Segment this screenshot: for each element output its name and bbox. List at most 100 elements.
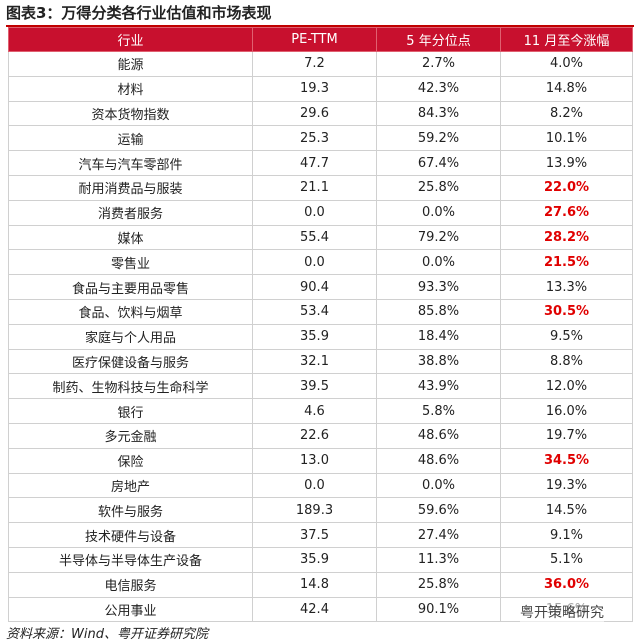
table-row: 零售业 0.0 0.0% 21.5% [8,249,633,276]
cell: 22.0% [500,174,633,201]
cell: 5.8% [376,398,501,424]
table-row: 食品与主要用品零售 90.4 93.3% 13.3% [8,274,633,300]
cell: 19.3% [500,472,633,499]
cell: 0.0% [376,249,501,276]
cell: 16.0% [500,398,633,424]
cell: 媒体 [8,224,253,251]
cell: 93.3% [376,274,501,300]
cell: 9.5% [500,323,633,350]
cell: 27.6% [500,199,633,226]
cell: 14.8 [252,571,377,598]
cell: 48.6% [376,447,501,474]
cell: 25.8% [376,174,501,201]
cell: 21.1 [252,174,377,201]
cell: 食品、饮料与烟草 [8,298,253,325]
cell: 家庭与个人用品 [8,323,253,350]
cell: 90.4 [252,274,377,300]
cell: 14.5% [500,497,633,524]
cell: 消费者服务 [8,199,253,226]
table-row: 制药、生物科技与生命科学 39.5 43.9% 12.0% [8,373,633,400]
cell: 材料 [8,75,253,102]
cell: 21.5% [500,249,633,276]
cell: 22.6 [252,422,377,449]
cell: 银行 [8,398,253,424]
title: 图表3：万得分类各行业估值和市场表现 [6,4,272,22]
cell: 食品与主要用品零售 [8,274,253,300]
cell: 42.4 [252,596,377,623]
cell: 9.1% [500,522,633,548]
cell: 35.9 [252,323,377,350]
table-row: 保险 13.0 48.6% 34.5% [8,447,633,474]
cell: 0.0% [376,472,501,499]
cell: 医疗保健设备与服务 [8,348,253,375]
table-row: 汽车与汽车零部件 47.7 67.4% 13.9% [8,150,633,176]
cell: 8.2% [500,100,633,127]
cell: 0.0% [376,199,501,226]
watermark: 粤开策略研究 [520,602,604,622]
table: 行业 PE-TTM 5 年分位点 11 月至今涨幅 能源 7.2 2.7% 4.0% 材料 19… [8,27,633,623]
cell: 79.2% [376,224,501,251]
cell: 汽车与汽车零部件 [8,150,253,176]
cell: 13.9% [500,150,633,176]
cell: 4.0% [500,51,633,77]
cell: 0.0 [252,472,377,499]
cell: 43.9% [376,373,501,400]
cell: 能源 [8,51,253,77]
table-row: 半导体与半导体生产设备 35.9 11.3% 5.1% [8,546,633,573]
cell: 8.8% [500,348,633,375]
cell: 84.3% [376,100,501,127]
header-row: 行业 PE-TTM 5 年分位点 11 月至今涨幅 [8,27,633,52]
cell: 39.5 [252,373,377,400]
cell: 制药、生物科技与生命科学 [8,373,253,400]
source: 资料来源：Wind、粤开证券研究院 [6,627,208,642]
cell: 67.4% [376,150,501,176]
cell: 13.3% [500,274,633,300]
table-row: 房地产 0.0 0.0% 19.3% [8,472,633,499]
table-row: 技术硬件与设备 37.5 27.4% 9.1% [8,522,633,548]
cell: 14.8% [500,75,633,102]
table-row: 食品、饮料与烟草 53.4 85.8% 30.5% [8,298,633,325]
column-header: 11 月至今涨幅 [500,27,633,52]
cell: 29.6 [252,100,377,127]
cell: 零售业 [8,249,253,276]
cell: 30.5% [500,298,633,325]
cell: 保险 [8,447,253,474]
table-row: 医疗保健设备与服务 32.1 38.8% 8.8% [8,348,633,375]
cell: 13.0 [252,447,377,474]
cell: 59.2% [376,125,501,152]
title-rule [6,25,634,27]
cell: 软件与服务 [8,497,253,524]
cell: 27.4% [376,522,501,548]
column-header: 5 年分位点 [376,27,501,52]
table-row: 电信服务 14.8 25.8% 36.0% [8,571,633,598]
table-row: 能源 7.2 2.7% 4.0% [8,51,633,77]
cell: 公用事业 [8,596,253,623]
cell: 18.4% [376,323,501,350]
cell: 运输 [8,125,253,152]
table-row: 运输 25.3 59.2% 10.1% [8,125,633,152]
cell: 32.1 [252,348,377,375]
table-row: 银行 4.6 5.8% 16.0% [8,398,633,424]
cell: 53.4 [252,298,377,325]
table-row: 媒体 55.4 79.2% 28.2% [8,224,633,251]
table-row: 材料 19.3 42.3% 14.8% [8,75,633,102]
cell: 189.3 [252,497,377,524]
cell: 37.5 [252,522,377,548]
table-row: 资本货物指数 29.6 84.3% 8.2% [8,100,633,127]
column-header: 行业 [8,27,253,52]
cell: 电信服务 [8,571,253,598]
cell: 34.5% [500,447,633,474]
table-row: 消费者服务 0.0 0.0% 27.6% [8,199,633,226]
cell: 35.9 [252,546,377,573]
cell: 47.7 [252,150,377,176]
cell: 25.3 [252,125,377,152]
cell: 0.0 [252,249,377,276]
cell: 28.2% [500,224,633,251]
cell: 10.1% [500,125,633,152]
cell: 12.0% [500,373,633,400]
cell: 4.6 [252,398,377,424]
cell: 38.8% [376,348,501,375]
cell: 19.3 [252,75,377,102]
cell: 0.0 [252,199,377,226]
